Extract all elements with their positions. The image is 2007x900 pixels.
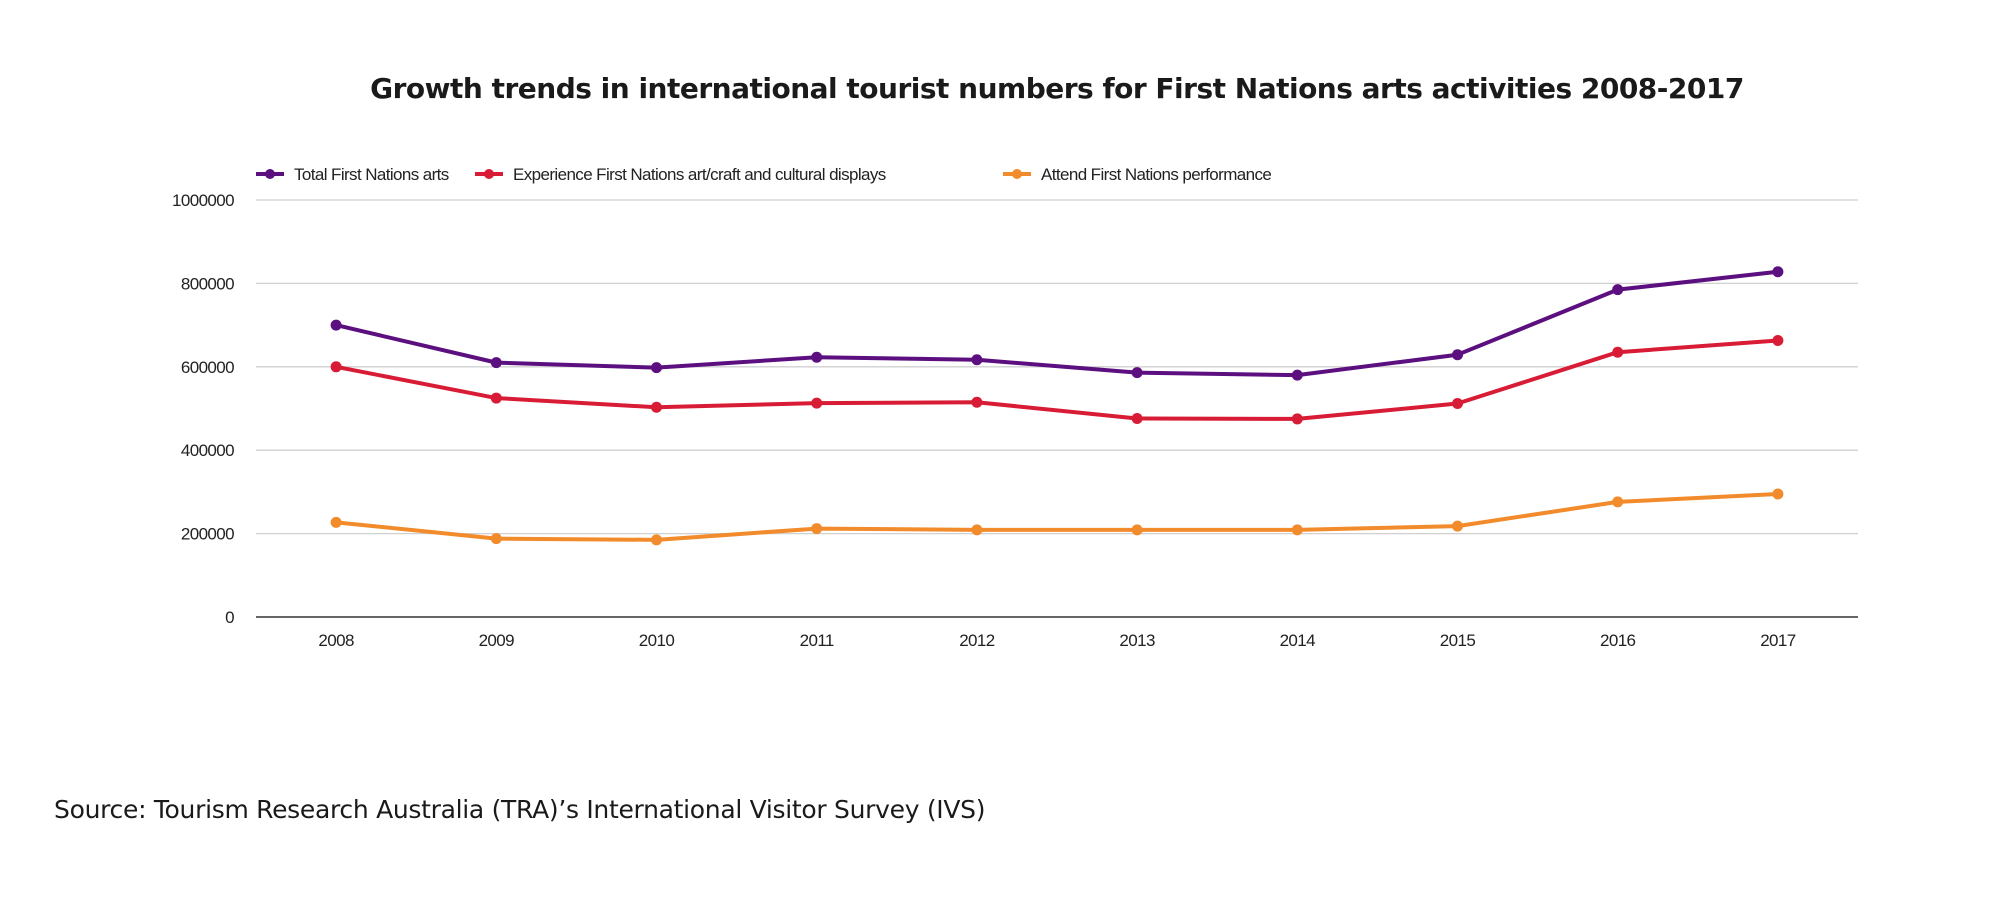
data-point bbox=[490, 392, 502, 404]
data-point bbox=[1131, 524, 1143, 536]
x-tick-label: 2012 bbox=[959, 631, 995, 650]
data-point bbox=[1612, 284, 1624, 296]
y-tick-label: 800000 bbox=[181, 274, 234, 293]
data-point bbox=[1452, 397, 1463, 409]
data-point bbox=[971, 524, 983, 536]
legend-marker bbox=[484, 169, 494, 179]
data-point bbox=[971, 396, 983, 408]
data-point bbox=[1291, 413, 1303, 425]
data-point bbox=[811, 523, 823, 535]
legend-label: Total First Nations arts bbox=[294, 165, 449, 184]
data-point bbox=[1131, 367, 1143, 379]
data-point bbox=[651, 534, 662, 546]
x-tick-label: 2011 bbox=[800, 631, 834, 650]
data-point bbox=[811, 397, 823, 409]
y-tick-label: 400000 bbox=[181, 441, 234, 460]
x-tick-label: 2014 bbox=[1280, 631, 1316, 650]
chart-title: Growth trends in international tourist n… bbox=[370, 72, 1744, 105]
series-line-0 bbox=[335, 269, 1779, 378]
legend-marker bbox=[1012, 169, 1022, 179]
data-point bbox=[330, 516, 342, 528]
legend-label: Experience First Nations art/craft and c… bbox=[513, 165, 886, 184]
data-point bbox=[1452, 520, 1463, 532]
data-point bbox=[1452, 349, 1463, 361]
y-tick-label: 1000000 bbox=[172, 191, 234, 210]
y-tick-label: 0 bbox=[225, 608, 234, 627]
data-point bbox=[490, 357, 502, 369]
data-point bbox=[330, 319, 342, 331]
data-point bbox=[1131, 413, 1143, 425]
series-line-1 bbox=[335, 338, 1779, 421]
data-point bbox=[490, 533, 502, 545]
legend-marker bbox=[265, 169, 275, 179]
data-point bbox=[651, 362, 662, 374]
legend-label: Attend First Nations performance bbox=[1041, 165, 1271, 184]
data-point bbox=[1772, 488, 1784, 500]
x-tick-label: 2009 bbox=[479, 631, 515, 650]
x-tick-label: 2008 bbox=[318, 631, 354, 650]
data-point bbox=[1612, 346, 1624, 358]
data-point bbox=[1291, 524, 1303, 536]
data-point bbox=[1772, 335, 1784, 347]
line-chart: 0 200000 400000 600000 800000 1000000 2008 2009… bbox=[172, 165, 1858, 650]
source-note: Source: Tourism Research Australia (TRA)… bbox=[54, 795, 986, 824]
x-tick-label: 2010 bbox=[639, 631, 675, 650]
data-point bbox=[1772, 266, 1784, 278]
series-line-2 bbox=[335, 491, 1778, 542]
data-point bbox=[1612, 496, 1624, 508]
data-point bbox=[971, 354, 983, 366]
x-tick-label: 2017 bbox=[1760, 631, 1796, 650]
y-tick-label: 600000 bbox=[181, 358, 234, 377]
data-point bbox=[330, 361, 342, 373]
x-tick-label: 2016 bbox=[1600, 631, 1636, 650]
data-point bbox=[811, 351, 823, 363]
x-tick-label: 2013 bbox=[1119, 631, 1155, 650]
data-point bbox=[651, 401, 662, 413]
data-point bbox=[1291, 369, 1303, 381]
y-tick-label: 200000 bbox=[181, 525, 234, 544]
x-tick-label: 2015 bbox=[1440, 631, 1476, 650]
